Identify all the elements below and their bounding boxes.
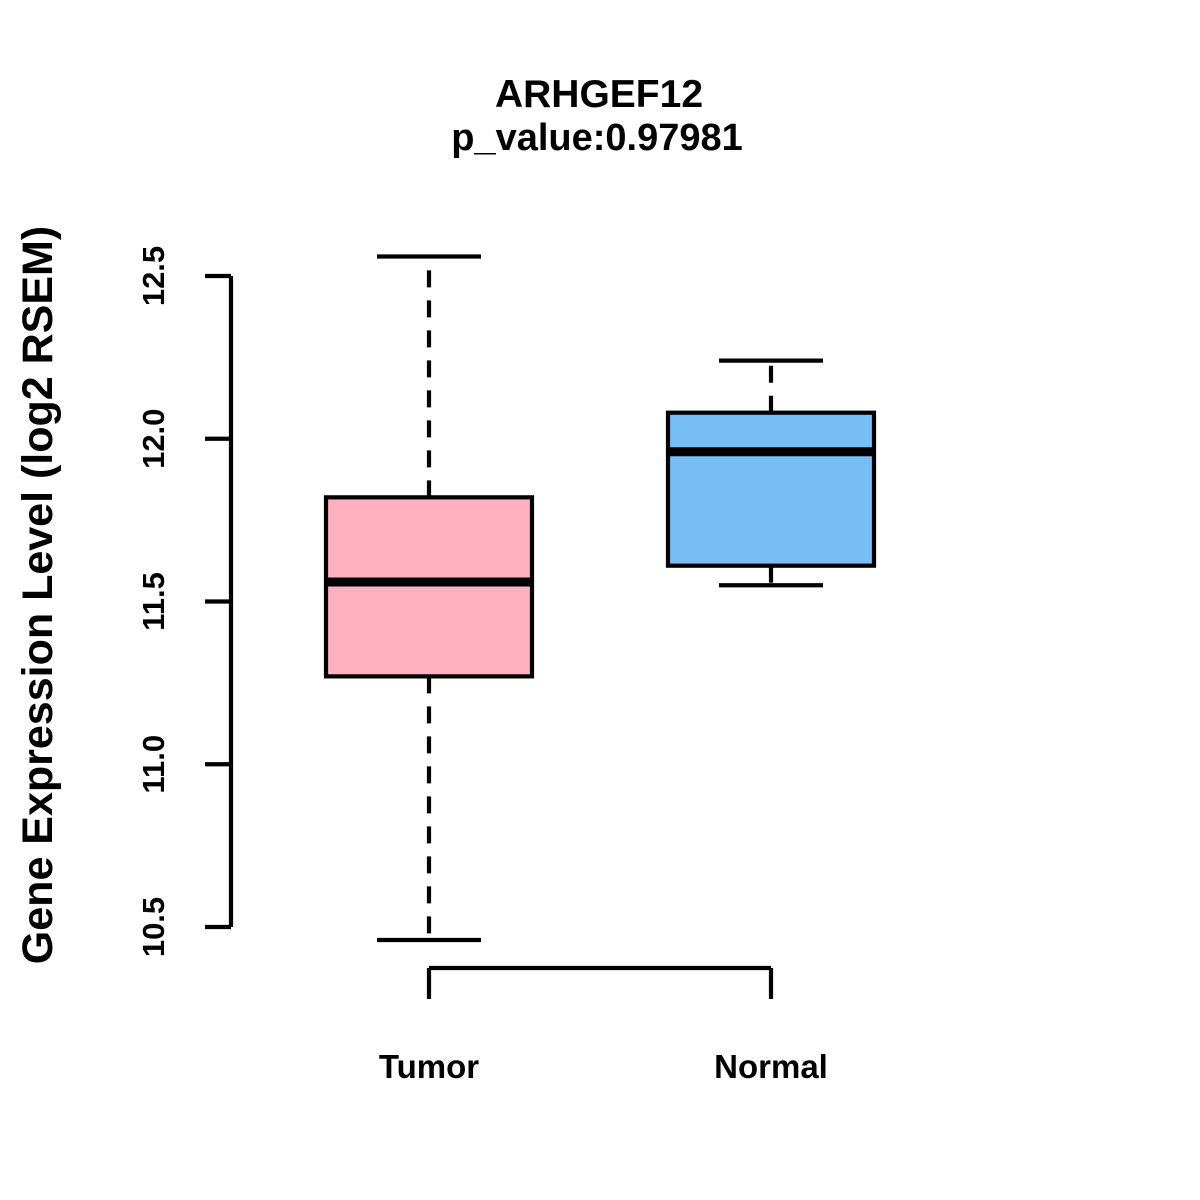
x-category-label-tumor: Tumor [379, 1048, 479, 1085]
x-category-label-normal: Normal [714, 1048, 828, 1085]
chart-title: ARHGEF12 [495, 73, 703, 116]
y-axis-tick-label: 12.0 [136, 409, 171, 469]
box-tumor [323, 495, 535, 679]
y-axis-tick-label: 10.5 [136, 897, 171, 957]
box-normal [665, 410, 877, 568]
y-axis-tick-label: 12.5 [136, 246, 171, 306]
y-axis-label: Gene Expression Level (log2 RSEM) [14, 226, 62, 964]
y-axis-tick-label: 11.0 [136, 735, 171, 794]
chart-subtitle: p_value:0.97981 [451, 117, 743, 159]
plot-area: 10.5 11.0 11.5 12.0 12.5 Tumor Normal [136, 246, 877, 1085]
y-axis-tick-label: 11.5 [136, 572, 171, 631]
